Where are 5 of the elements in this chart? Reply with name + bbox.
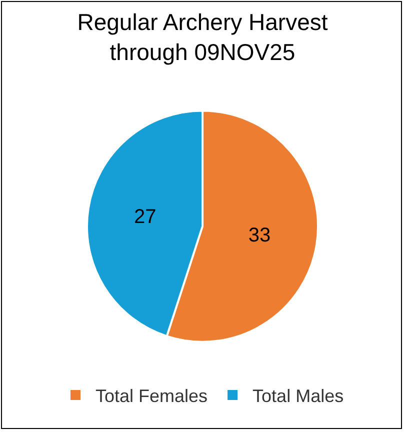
data-label: 33 [248,224,271,246]
legend-label: Total Males [252,386,344,406]
data-label: 27 [134,206,156,228]
chart-title: Regular Archery Harvest through 09NOV25 [77,9,328,66]
legend-label: Total Females [96,386,208,406]
